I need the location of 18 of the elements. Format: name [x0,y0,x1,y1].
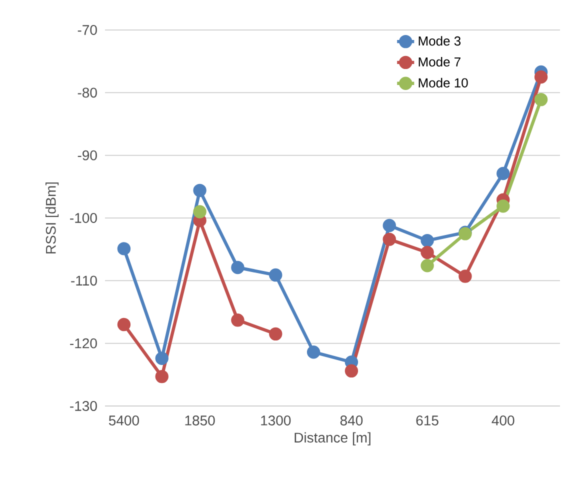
x-tick-label: 400 [492,416,514,426]
x-tick-label: 1300 [261,416,291,426]
y-tick-label: -70 [78,25,97,35]
y-tick-label: -90 [78,150,97,160]
y-tick-label: -110 [71,276,97,286]
x-tick-label: 5400 [108,416,139,426]
legend-label: Mode 10 [418,78,468,88]
y-axis-title: RSSI [dBm] [46,182,59,254]
x-axis-title: Distance [m] [294,432,370,446]
legend-label: Mode 3 [418,36,461,46]
y-tick-label: -100 [70,213,97,223]
x-tick-label: 615 [416,416,438,426]
x-tick-label: 1850 [185,416,215,426]
x-tick-label: 840 [340,416,363,426]
y-tick-label: -130 [70,401,97,411]
y-tick-label: -120 [70,338,97,348]
y-tick-label: -80 [78,88,97,98]
legend-label: Mode 7 [418,56,460,67]
